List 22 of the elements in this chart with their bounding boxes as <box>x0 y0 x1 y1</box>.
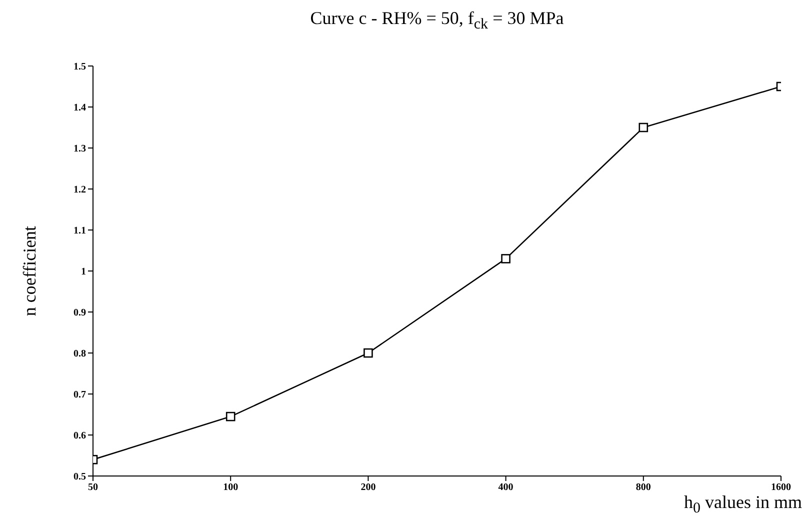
y-tick-label: 1.2 <box>74 184 86 196</box>
y-tick-label: 1.1 <box>74 226 86 237</box>
y-tick-label: 1.3 <box>74 144 86 155</box>
x-tick-label: 50 <box>88 482 98 494</box>
y-tick-label: 1.5 <box>74 62 86 73</box>
y-axis-title: n coefficient <box>20 226 40 316</box>
x-tick-label: 100 <box>223 482 238 494</box>
y-tick-label: 0.6 <box>74 430 86 442</box>
y-tick-label: 0.9 <box>74 308 86 319</box>
x-axis-title: h$_{0}$ values in mm <box>684 492 802 518</box>
x-tick-label: 400 <box>498 482 514 494</box>
chart-title: Curve c - RH% = 50, f$_{ck}$ = 30 MPa <box>309 8 565 34</box>
x-tick-label: 1600 <box>771 482 791 494</box>
x-tick-label: 200 <box>360 482 376 494</box>
y-tick-label: 0.7 <box>74 390 86 401</box>
x-tick-label: 800 <box>636 482 651 494</box>
point <box>364 348 373 358</box>
point <box>501 254 510 264</box>
y-tick-label: 1 <box>81 266 86 278</box>
y-tick-label: 0.8 <box>74 348 86 360</box>
y-tick-label: 0.5 <box>74 472 86 483</box>
y-tick-label: 1.4 <box>74 102 86 114</box>
